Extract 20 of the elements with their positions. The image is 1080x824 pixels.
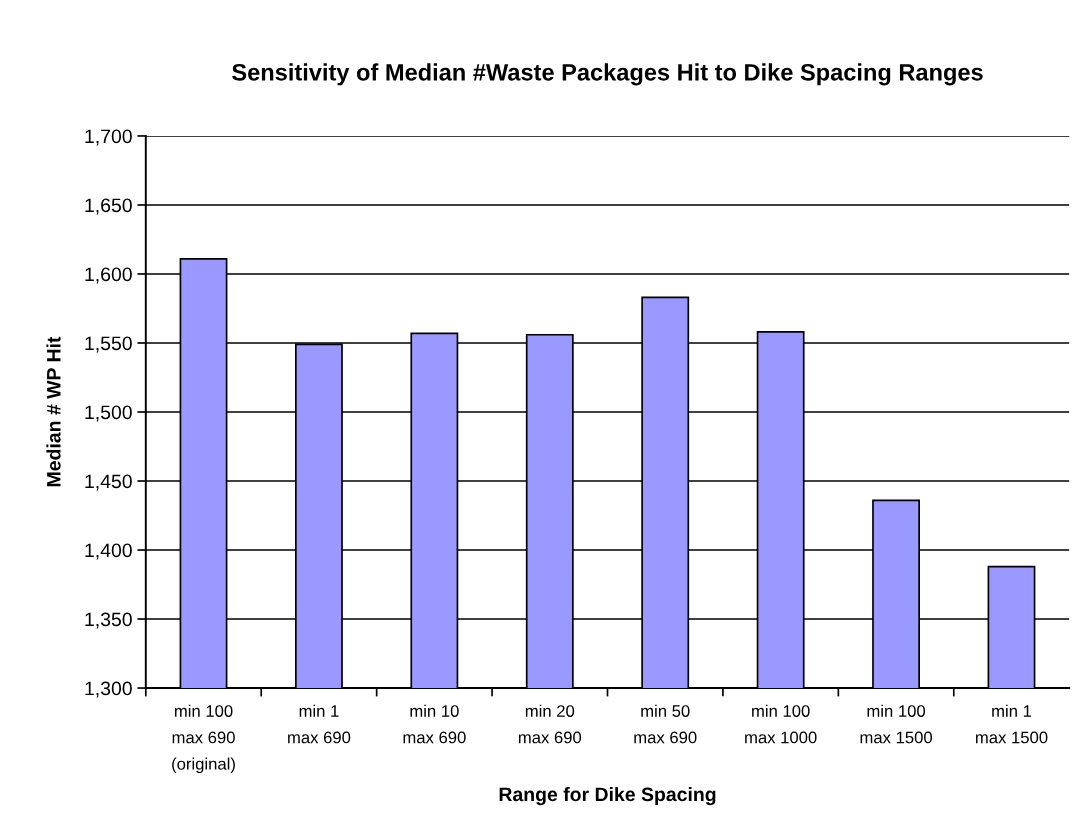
x-tick-label: min 10 max 690 — [403, 704, 466, 744]
y-tick-label: 1,550 — [85, 336, 132, 353]
x-tick-label: min 100 max 690 (original) — [172, 704, 235, 774]
y-tick-label: 1,300 — [85, 681, 132, 698]
x-tick-label: min 100 max 1500 — [860, 704, 933, 744]
y-tick-label: 1,600 — [85, 267, 132, 284]
y-axis-title: Median # WP Hit — [46, 336, 61, 487]
y-tick-label: 1,650 — [85, 198, 132, 215]
x-tick-label: min 50 max 690 — [634, 704, 697, 744]
x-tick-label: min 1 max 1500 — [976, 704, 1048, 744]
y-tick-label: 1,350 — [85, 612, 132, 629]
x-tick-label: min 100 max 1000 — [745, 704, 817, 744]
y-tick-label: 1,400 — [85, 543, 132, 560]
y-tick-label: 1,700 — [85, 129, 132, 146]
y-tick-label: 1,450 — [85, 474, 132, 491]
chart-title: Sensitivity of Median #Waste Packages Hit to Dike Spacing Ranges — [232, 63, 983, 86]
x-tick-label: min 1 max 690 — [288, 704, 351, 744]
x-tick-label: min 20 max 690 — [518, 704, 582, 744]
x-axis-title: Range for Dike Spacing — [499, 786, 716, 806]
y-tick-label: 1,500 — [85, 405, 132, 422]
